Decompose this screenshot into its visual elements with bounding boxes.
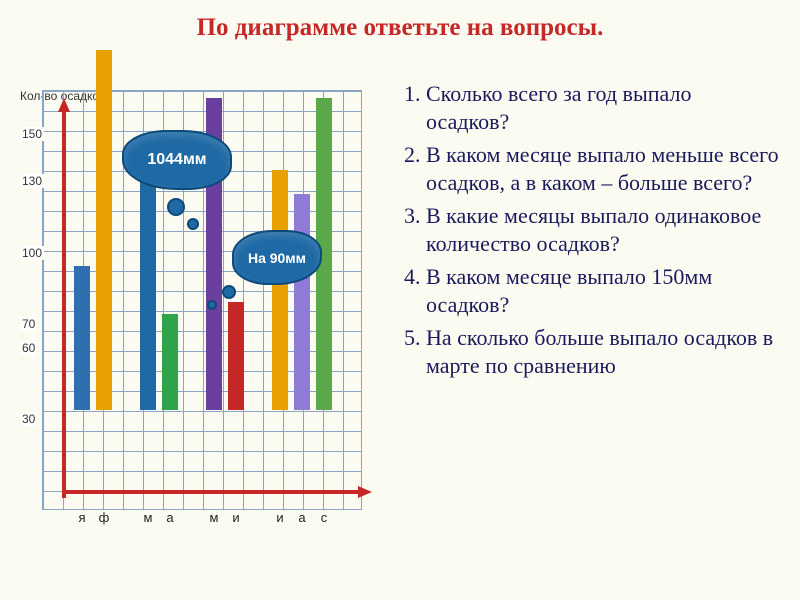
x-tick-label xyxy=(184,510,200,525)
bubble-tail-icon xyxy=(167,198,185,216)
x-axis-arrow-icon xyxy=(62,490,362,494)
bar xyxy=(96,50,112,410)
bar xyxy=(272,170,288,410)
y-tick-label: 100 xyxy=(20,246,44,260)
x-tick-label: м xyxy=(206,510,222,525)
x-tick-label: и xyxy=(228,510,244,525)
content-row: Кол-во осадков 150130100706030 яф ма ми … xyxy=(0,50,800,570)
question-item: На сколько больше выпало осадков в марте… xyxy=(426,324,780,379)
answer-bubble-diff: На 90мм xyxy=(232,230,322,285)
y-axis-arrow-icon xyxy=(62,108,66,498)
questions-panel: Сколько всего за год выпало осадков? В ка… xyxy=(382,50,788,570)
bar xyxy=(140,170,156,410)
x-tick-label: ф xyxy=(96,510,112,525)
y-tick-label: 130 xyxy=(20,174,44,188)
x-tick-label: и xyxy=(272,510,288,525)
x-tick-label: а xyxy=(294,510,310,525)
question-item: В каком месяце выпало меньше всего осадк… xyxy=(426,141,780,196)
y-tick-label: 70 xyxy=(20,317,37,331)
x-tick-label: я xyxy=(74,510,90,525)
y-tick-label: 30 xyxy=(20,412,37,426)
x-tick-label: с xyxy=(316,510,332,525)
x-tick-label: м xyxy=(140,510,156,525)
bubble-tail-icon xyxy=(207,300,217,310)
page-title: По диаграмме ответьте на вопросы. xyxy=(0,0,800,50)
answer-bubble-total: 1044мм xyxy=(122,130,232,190)
bar xyxy=(74,266,90,410)
x-ticks: яф ма ми иас xyxy=(74,510,332,525)
bubble-tail-icon xyxy=(222,285,236,299)
x-tick-label: а xyxy=(162,510,178,525)
bar xyxy=(228,302,244,410)
question-item: В каком месяце выпало 150мм осадков? xyxy=(426,263,780,318)
y-tick-label: 150 xyxy=(20,127,44,141)
bubble-tail-icon xyxy=(187,218,199,230)
bar xyxy=(162,314,178,410)
questions-list: Сколько всего за год выпало осадков? В ка… xyxy=(400,80,780,379)
y-tick-label: 60 xyxy=(20,341,37,355)
question-item: Сколько всего за год выпало осадков? xyxy=(426,80,780,135)
x-tick-label xyxy=(118,510,134,525)
x-tick-label xyxy=(250,510,266,525)
chart-panel: Кол-во осадков 150130100706030 яф ма ми … xyxy=(12,50,382,570)
question-item: В какие месяцы выпало одинаковое количес… xyxy=(426,202,780,257)
bar xyxy=(294,194,310,410)
